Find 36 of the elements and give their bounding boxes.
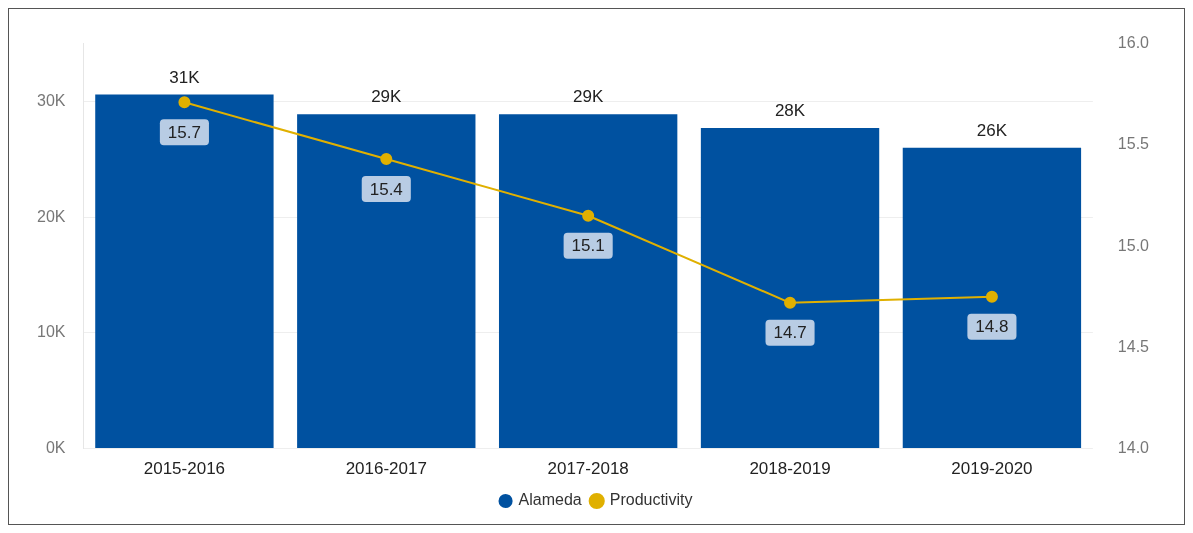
legend-label: Alameda xyxy=(518,491,582,509)
x-tick-label: 2019-2020 xyxy=(951,459,1033,479)
bar xyxy=(700,128,880,449)
y-tick-label: 0K xyxy=(45,439,66,457)
data-label: 15.7 xyxy=(167,123,201,143)
point xyxy=(784,296,797,309)
point xyxy=(582,209,595,222)
y2-tick-label: 16.0 xyxy=(1117,34,1150,52)
y2-tick-label: 14.0 xyxy=(1117,439,1150,457)
y-tick-label: 20K xyxy=(37,207,66,225)
data-label: 14.8 xyxy=(975,317,1009,337)
y-tick-label: 10K xyxy=(37,323,66,341)
x-tick-label: 2017-2018 xyxy=(547,459,629,479)
x-tick-label: 2015-2016 xyxy=(143,459,226,479)
y-tick-label: 30K xyxy=(37,91,66,109)
data-label: 28K xyxy=(774,101,806,121)
bar xyxy=(95,94,274,449)
data-label: 29K xyxy=(573,87,604,107)
point xyxy=(985,290,998,303)
x-tick-label: 2016-2017 xyxy=(345,459,427,479)
data-label: 29K xyxy=(371,87,403,107)
y2-tick-label: 14.5 xyxy=(1117,337,1150,355)
data-label: 15.4 xyxy=(369,179,403,199)
legend-label: Productivity xyxy=(609,491,693,509)
point xyxy=(178,96,191,109)
data-label: 31K xyxy=(169,67,201,87)
bar xyxy=(297,114,476,449)
data-label: 26K xyxy=(976,120,1008,140)
data-label: 14.7 xyxy=(773,323,807,343)
point xyxy=(380,153,393,166)
bar xyxy=(902,147,1082,449)
data-label: 15.1 xyxy=(571,236,605,256)
x-tick-label: 2018-2019 xyxy=(749,459,831,479)
bar xyxy=(498,114,678,449)
y2-tick-label: 15.5 xyxy=(1117,135,1150,153)
y2-tick-label: 15.0 xyxy=(1117,236,1150,254)
